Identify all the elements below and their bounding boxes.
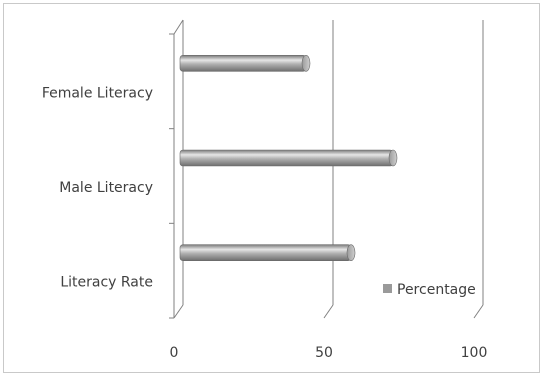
legend-swatch — [383, 284, 392, 293]
floor-diagonal — [173, 304, 184, 319]
category-label: Male Literacy — [59, 180, 153, 196]
labels-layer: 0 50 100 Female Literacy Male Literacy Litera… — [42, 85, 488, 361]
bar-2 — [179, 149, 394, 167]
floor-diagonal — [473, 304, 484, 319]
category-label: Literacy Rate — [60, 275, 153, 291]
bar-cap-1 — [301, 55, 311, 72]
x-tick-label: 50 — [315, 345, 333, 361]
category-label: Female Literacy — [42, 85, 153, 101]
bar-1 — [179, 55, 307, 72]
floor-diagonal — [323, 304, 334, 319]
side-wall-top — [173, 19, 184, 35]
bars-layer — [179, 55, 398, 261]
x-tick-label: 0 — [170, 345, 179, 361]
x-tick-label: 100 — [461, 345, 488, 361]
bar-cap-2 — [388, 149, 398, 167]
legend: Percentage — [383, 282, 476, 298]
bar-3 — [179, 244, 352, 261]
legend-label: Percentage — [397, 282, 476, 298]
bar-cap-3 — [346, 244, 356, 261]
